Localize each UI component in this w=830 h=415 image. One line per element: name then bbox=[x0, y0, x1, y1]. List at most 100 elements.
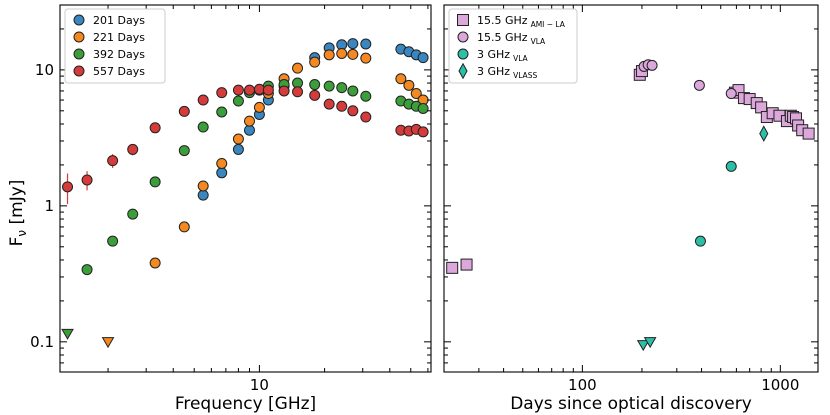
data-point bbox=[127, 208, 139, 220]
series-3-ghz-vlass bbox=[759, 125, 769, 142]
plot-area-right bbox=[446, 59, 815, 352]
legend-marker bbox=[73, 14, 85, 26]
legend-marker bbox=[457, 31, 469, 43]
series-15-5-ghz-ami-la bbox=[446, 65, 815, 274]
data-point bbox=[107, 235, 119, 247]
data-point bbox=[360, 38, 372, 50]
legend-marker bbox=[73, 31, 85, 43]
x-tick-label: 10 bbox=[250, 376, 269, 394]
data-point bbox=[336, 100, 348, 112]
legend-label: 15.5 GHz AMI − LA bbox=[477, 14, 566, 29]
data-point bbox=[262, 84, 274, 96]
legend-label: 3 GHz VLA bbox=[477, 48, 529, 63]
data-point bbox=[643, 337, 657, 349]
data-point bbox=[694, 235, 706, 247]
series-557-days bbox=[62, 83, 429, 205]
y-axis-label: Fν [mJy] bbox=[7, 180, 29, 247]
data-point bbox=[636, 340, 650, 352]
series-221-days bbox=[101, 47, 429, 349]
data-point bbox=[149, 122, 161, 134]
data-point bbox=[243, 124, 255, 136]
x-axis-label-left: Frequency [GHz] bbox=[175, 394, 316, 414]
x-tick-label: 1000 bbox=[761, 376, 799, 394]
data-point bbox=[725, 88, 737, 100]
data-point bbox=[309, 79, 321, 91]
data-point bbox=[360, 52, 372, 64]
y-tick-label: 0.1 bbox=[30, 333, 54, 351]
legend-left: 201 Days 221 Days 392 Days 557 Days bbox=[64, 8, 166, 84]
data-point bbox=[243, 84, 255, 96]
data-point bbox=[693, 79, 705, 91]
legend-frame bbox=[448, 8, 578, 84]
data-point bbox=[323, 98, 335, 110]
series-3-ghz-vla bbox=[694, 160, 737, 247]
data-point bbox=[347, 105, 359, 117]
data-point bbox=[446, 261, 459, 274]
axes-frame-left bbox=[59, 4, 432, 373]
data-point bbox=[417, 52, 429, 64]
data-point bbox=[197, 189, 209, 201]
axes-frame-right bbox=[443, 4, 819, 373]
legend-marker bbox=[73, 65, 85, 77]
legend-marker bbox=[73, 48, 85, 60]
data-point bbox=[309, 89, 321, 101]
data-point bbox=[759, 125, 769, 142]
data-point bbox=[292, 86, 304, 98]
x-axis-label-right: Days since optical discovery bbox=[510, 394, 752, 414]
data-point bbox=[107, 155, 119, 167]
panel-light-curve: 100 1000 15.5 GHz AMI − LA 15.5 GHz VLA 3 GHz… bbox=[443, 4, 819, 414]
upper-limit-point bbox=[101, 337, 115, 349]
legend-label: 392 Days bbox=[93, 48, 145, 61]
y-tick-label: 10 bbox=[35, 61, 54, 79]
data-point bbox=[347, 38, 359, 50]
data-point bbox=[178, 221, 190, 233]
data-point bbox=[347, 48, 359, 60]
data-point bbox=[216, 87, 228, 99]
data-point bbox=[323, 49, 335, 61]
data-point bbox=[360, 90, 372, 102]
x-tick-label: 100 bbox=[568, 376, 597, 394]
legend-marker bbox=[458, 62, 468, 80]
data-point bbox=[417, 102, 429, 114]
data-point bbox=[336, 47, 348, 59]
data-point bbox=[403, 79, 415, 91]
data-point bbox=[216, 167, 228, 179]
legend-label: 557 Days bbox=[93, 65, 145, 78]
data-point bbox=[197, 180, 209, 192]
data-point bbox=[81, 264, 93, 276]
data-point bbox=[309, 56, 321, 68]
data-point bbox=[460, 258, 473, 271]
data-point bbox=[292, 62, 304, 74]
data-point bbox=[149, 176, 161, 188]
data-point bbox=[232, 143, 244, 155]
upper-limit-point bbox=[61, 328, 74, 340]
legend-label: 3 GHz VLASS bbox=[477, 65, 537, 80]
data-point bbox=[232, 84, 244, 96]
legend-label: 221 Days bbox=[93, 31, 145, 44]
data-point bbox=[62, 181, 74, 193]
legend-marker bbox=[457, 48, 469, 60]
data-point bbox=[81, 174, 93, 186]
data-point bbox=[417, 126, 429, 138]
data-point bbox=[127, 143, 139, 155]
data-point bbox=[360, 111, 372, 123]
data-point bbox=[197, 121, 209, 133]
data-point bbox=[323, 80, 335, 92]
series-3-ghz-upper-limits bbox=[636, 337, 657, 352]
y-tick-label: 1 bbox=[44, 197, 54, 215]
plot-area-left bbox=[61, 38, 429, 349]
ticks-right: 100 1000 bbox=[443, 4, 818, 394]
data-point bbox=[243, 115, 255, 127]
data-point bbox=[278, 85, 290, 97]
legend-label: 201 Days bbox=[93, 14, 145, 27]
data-point bbox=[178, 105, 190, 117]
legend-marker bbox=[457, 14, 469, 26]
data-point bbox=[646, 59, 658, 71]
data-point bbox=[336, 82, 348, 94]
series-392-days bbox=[61, 77, 429, 340]
data-point bbox=[216, 106, 228, 118]
legend-right: 15.5 GHz AMI − LA 15.5 GHz VLA 3 GHz VLA 3 GHz… bbox=[448, 8, 578, 84]
data-point bbox=[197, 94, 209, 106]
legend-frame bbox=[64, 8, 166, 84]
